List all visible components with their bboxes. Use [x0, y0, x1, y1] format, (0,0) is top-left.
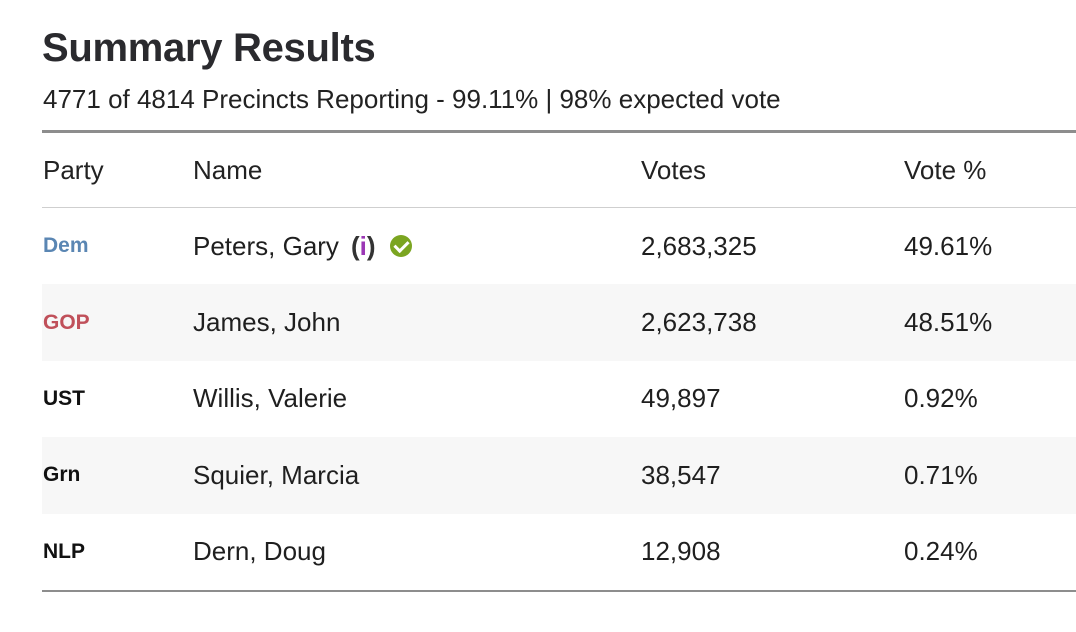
precincts-reporting-subtitle: 4771 of 4814 Precincts Reporting - 99.11… — [43, 84, 781, 114]
party-label: Dem — [43, 234, 89, 258]
vote-percent: 0.92% — [904, 383, 978, 414]
header-party: Party — [43, 154, 104, 185]
table-row: NLP Dern, Doug 12,908 0.24% — [42, 514, 1076, 590]
header-vote-percent: Vote % — [904, 154, 987, 185]
info-close-paren: ) — [366, 230, 376, 261]
vote-count: 2,623,738 — [641, 307, 757, 338]
party-label: NLP — [43, 539, 85, 563]
info-icon: i — [359, 230, 367, 261]
vote-percent: 48.51% — [904, 307, 993, 338]
candidate-name: Peters, Gary — [193, 230, 339, 261]
info-open-paren: ( — [350, 230, 360, 261]
candidate-name: Willis, Valerie — [193, 383, 348, 414]
party-label: Grn — [43, 463, 81, 487]
candidate-name: Dern, Doug — [193, 536, 326, 567]
table-row: Grn Squier, Marcia 38,547 0.71% — [42, 437, 1076, 514]
table-bottom-rule — [42, 590, 1076, 592]
vote-count: 49,897 — [641, 383, 721, 414]
vote-count: 12,908 — [641, 536, 721, 567]
header-name: Name — [193, 154, 263, 185]
candidate-info-button[interactable]: (i) — [351, 231, 376, 262]
party-label: UST — [43, 386, 85, 410]
header-votes: Votes — [641, 154, 707, 185]
table-row: Dem Peters, Gary (i) 2,683,325 49.61% — [42, 208, 1076, 284]
vote-percent: 0.24% — [904, 536, 978, 567]
vote-count: 2,683,325 — [641, 230, 757, 261]
table-row: GOP James, John 2,623,738 48.51% — [42, 284, 1076, 361]
page-title: Summary Results — [42, 26, 376, 70]
vote-percent: 49.61% — [904, 230, 993, 261]
party-label: GOP — [43, 310, 90, 334]
table-top-rule — [42, 130, 1076, 133]
candidate-name-cell: Peters, Gary (i) — [193, 208, 412, 284]
table-row: UST Willis, Valerie 49,897 0.92% — [42, 361, 1076, 437]
winner-check-icon — [389, 235, 412, 258]
table-header-row: Party Name Votes Vote % — [42, 133, 1076, 208]
results-table-body: Dem Peters, Gary (i) 2,683,325 49.61% GO… — [42, 208, 1076, 590]
candidate-name: Squier, Marcia — [193, 459, 360, 490]
candidate-name: James, John — [193, 307, 341, 338]
vote-percent: 0.71% — [904, 459, 978, 490]
vote-count: 38,547 — [641, 459, 721, 490]
